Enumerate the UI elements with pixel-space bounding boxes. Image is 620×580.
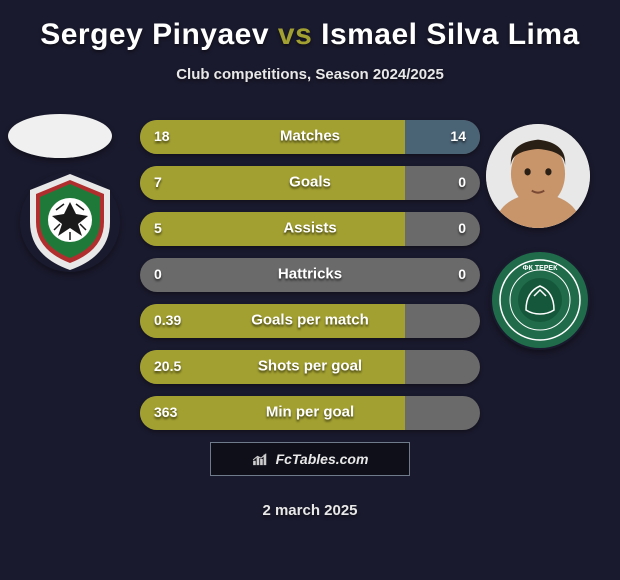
player1-name: Sergey Pinyaev	[40, 18, 269, 51]
stat-row-hattricks: Hattricks 0 0	[140, 258, 480, 292]
club1-logo-icon	[20, 172, 120, 272]
subtitle: Club competitions, Season 2024/2025	[0, 66, 620, 83]
stat-value-left: 0.39	[154, 312, 181, 328]
bar-left	[140, 166, 405, 200]
club2-logo-icon: ФК ТЕРЕК	[490, 250, 590, 350]
stat-value-left: 20.5	[154, 358, 181, 374]
stat-row-min-per-goal: Min per goal 363	[140, 396, 480, 430]
stat-value-left: 7	[154, 174, 162, 190]
player2-face-icon	[486, 124, 590, 228]
comparison-title: Sergey Pinyaev vs Ismael Silva Lima	[0, 18, 620, 52]
stats-panel: Matches1814Goals70Assists50Hattricks00Go…	[140, 120, 480, 442]
stat-row-goals: Goals 7 0	[140, 166, 480, 200]
stat-row-assists: Assists 5 0	[140, 212, 480, 246]
player2-avatar	[486, 124, 590, 228]
stat-label: Goals	[289, 173, 331, 190]
stat-value-right: 0	[458, 266, 466, 282]
stat-label: Goals per match	[251, 311, 369, 328]
stat-label: Assists	[283, 219, 336, 236]
stat-label: Shots per goal	[258, 357, 362, 374]
bar-right	[405, 120, 480, 154]
stat-value-left: 0	[154, 266, 162, 282]
stat-row-shots-per-goal: Shots per goal 20.5	[140, 350, 480, 384]
stat-label: Matches	[280, 127, 340, 144]
bar-left	[140, 120, 405, 154]
player1-avatar	[8, 114, 112, 158]
stat-label: Min per goal	[266, 403, 354, 420]
brand-chart-icon	[252, 452, 270, 466]
club2-logo: ФК ТЕРЕК	[490, 250, 590, 350]
stat-value-right: 14	[450, 128, 466, 144]
stat-value-right: 0	[458, 220, 466, 236]
bar-left	[140, 212, 405, 246]
stat-value-left: 18	[154, 128, 170, 144]
date-text: 2 march 2025	[262, 502, 357, 519]
stat-label: Hattricks	[278, 265, 342, 282]
stat-row-matches: Matches 18 14	[140, 120, 480, 154]
player2-name: Ismael Silva Lima	[321, 18, 580, 51]
stat-row-goals-per-match: Goals per match 0.39	[140, 304, 480, 338]
brand-text: FcTables.com	[276, 451, 369, 467]
club1-logo	[20, 172, 120, 272]
stat-value-left: 363	[154, 404, 177, 420]
brand-box: FcTables.com	[210, 442, 410, 476]
vs-text: vs	[278, 18, 312, 51]
stat-value-left: 5	[154, 220, 162, 236]
svg-text:ФК ТЕРЕК: ФК ТЕРЕК	[523, 265, 558, 272]
stat-value-right: 0	[458, 174, 466, 190]
